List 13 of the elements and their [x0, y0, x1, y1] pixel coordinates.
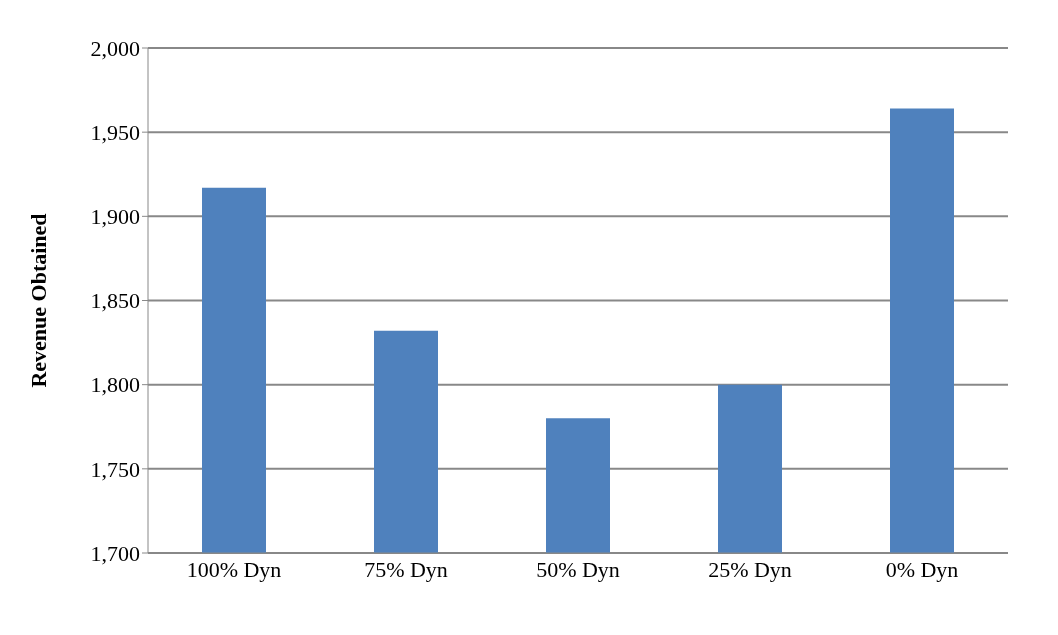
y-tick-label: 1,950 [90, 119, 140, 145]
x-tick-label: 75% Dyn [364, 556, 448, 582]
y-tick-label: 1,850 [90, 288, 140, 314]
x-tick-label: 0% Dyn [885, 556, 959, 582]
x-tick-label: 100% Dyn [186, 556, 282, 582]
x-tick-label: 50% Dyn [536, 556, 620, 582]
y-axis-title: Revenue Obtained [25, 213, 51, 388]
x-tick-label: 25% Dyn [708, 556, 792, 582]
y-tick-label: 1,800 [90, 372, 140, 398]
y-tick-label: 1,700 [90, 540, 140, 566]
y-tick-label: 1,900 [90, 204, 140, 230]
y-tick-label: 1,750 [90, 456, 140, 482]
y-tick-label: 2,000 [90, 35, 140, 61]
